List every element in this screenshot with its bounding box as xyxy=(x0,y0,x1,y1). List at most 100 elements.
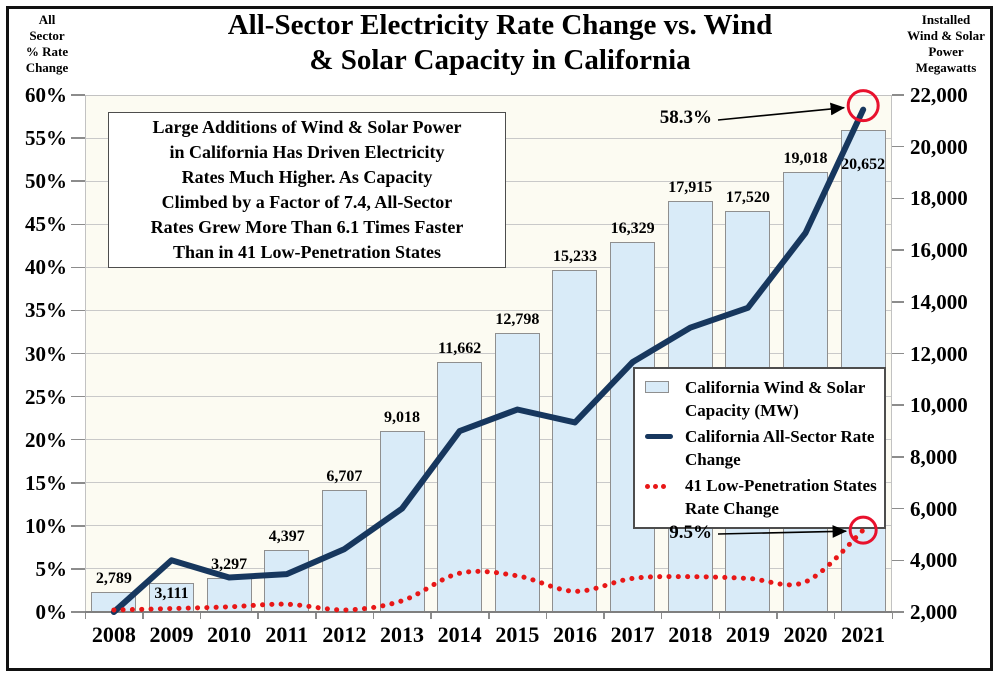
note-box: Large Additions of Wind & Solar Power in… xyxy=(108,112,506,268)
annotation-dotted-end: 9.5% xyxy=(669,522,712,543)
rate-change-line xyxy=(110,106,867,615)
bar-value-label: 20,652 xyxy=(841,155,886,173)
left-tick xyxy=(71,94,85,96)
left-tick xyxy=(71,568,85,570)
right-tick-label: 16,000 xyxy=(910,238,968,263)
left-tick-label: 35% xyxy=(25,298,67,323)
gridline xyxy=(86,525,891,527)
bar-value-label: 11,662 xyxy=(438,340,482,358)
left-tick xyxy=(71,438,85,441)
x-label-2008: 2008 xyxy=(91,622,136,647)
right-tick xyxy=(892,559,904,562)
left-tick xyxy=(71,309,85,312)
highlight-circle-95 xyxy=(848,515,878,545)
legend-item-dotted-line: 41 Low-Penetration States Rate Change xyxy=(645,474,878,520)
x-label-2018: 2018 xyxy=(668,622,713,647)
left-tick-label: 30% xyxy=(25,341,67,366)
left-tick xyxy=(71,137,85,139)
x-tick xyxy=(315,613,317,619)
arrow-58 xyxy=(717,102,845,121)
gridline xyxy=(86,439,891,441)
dots-swatch-icon xyxy=(645,474,685,520)
x-label-2013: 2013 xyxy=(380,622,425,647)
x-label-2019: 2019 xyxy=(725,622,770,647)
right-tick xyxy=(892,94,904,96)
right-tick xyxy=(892,301,904,303)
right-tick-label: 4,000 xyxy=(910,548,958,573)
bar-value-label: 2,789 xyxy=(95,569,132,587)
legend-item-capacity: California Wind & Solar Capacity (MW) xyxy=(645,376,878,422)
right-tick-label: 6,000 xyxy=(910,496,958,521)
left-tick-label: 15% xyxy=(25,470,67,495)
legend-label: 41 Low-Penetration States Rate Change xyxy=(685,476,877,518)
x-tick xyxy=(372,613,375,619)
low-penetration-dotted-line xyxy=(111,527,866,613)
right-tick-label: 18,000 xyxy=(910,186,968,211)
right-tick xyxy=(892,197,904,200)
x-label-2017: 2017 xyxy=(610,622,655,647)
right-tick xyxy=(892,404,904,406)
bar-value-label: 19,018 xyxy=(783,150,828,168)
bar-value-label: 17,915 xyxy=(668,178,713,196)
left-tick xyxy=(71,525,85,527)
x-tick xyxy=(430,613,432,619)
bar-value-label: 4,397 xyxy=(268,528,305,546)
gridline xyxy=(86,396,891,398)
left-tick-label: 5% xyxy=(35,556,68,581)
right-tick-label: 12,000 xyxy=(910,341,968,366)
left-tick xyxy=(71,611,85,613)
x-axis-line xyxy=(85,611,893,613)
x-label-2016: 2016 xyxy=(552,622,597,647)
gridline xyxy=(86,353,891,354)
gridline xyxy=(86,568,891,570)
left-axis-title: All Sector % Rate Change xyxy=(25,12,69,75)
left-tick-label: 10% xyxy=(25,513,67,538)
x-tick xyxy=(718,613,721,619)
arrow-95 xyxy=(717,525,847,538)
legend-item-rate-line: California All-Sector Rate Change xyxy=(645,425,878,471)
bar-value-label: 16,329 xyxy=(610,219,655,237)
left-tick-label: 45% xyxy=(25,212,67,237)
x-label-2014: 2014 xyxy=(437,622,482,647)
right-axis-title: Installed Wind & Solar Power Megawatts xyxy=(907,12,985,75)
chart-title: All-Sector Electricity Rate Change vs. W… xyxy=(227,9,773,76)
x-tick xyxy=(545,613,548,619)
left-tick xyxy=(71,482,85,484)
bar-value-label: 3,297 xyxy=(211,556,248,574)
right-tick-label: 22,000 xyxy=(910,83,968,107)
x-tick xyxy=(776,613,778,619)
left-tick-label: 20% xyxy=(25,427,67,452)
right-tick xyxy=(892,145,904,148)
bar-2014 xyxy=(437,362,483,612)
right-tick xyxy=(892,249,904,251)
highlight-circle-58 xyxy=(846,89,880,123)
right-tick xyxy=(892,352,904,355)
x-label-2010: 2010 xyxy=(207,622,252,647)
bar-swatch-icon xyxy=(645,376,685,422)
right-tick xyxy=(892,507,904,510)
right-tick xyxy=(892,611,904,613)
x-tick xyxy=(891,613,893,619)
left-tick xyxy=(71,352,85,355)
line-swatch-icon xyxy=(645,425,685,471)
bar-value-label: 3,111 xyxy=(154,585,189,603)
left-tick-label: 60% xyxy=(25,83,67,107)
legend-label: California Wind & Solar Capacity (MW) xyxy=(685,378,865,420)
x-tick xyxy=(84,613,86,619)
left-tick xyxy=(71,223,85,225)
right-tick-label: 20,000 xyxy=(910,134,968,159)
bar-value-label: 15,233 xyxy=(552,247,597,265)
legend-label: California All-Sector Rate Change xyxy=(685,427,875,469)
x-label-2009: 2009 xyxy=(149,622,194,647)
left-tick xyxy=(71,395,85,398)
x-tick xyxy=(488,613,490,619)
bar-value-label: 6,707 xyxy=(326,468,363,486)
x-tick xyxy=(257,613,259,619)
right-tick xyxy=(892,456,904,458)
bar-value-label: 12,798 xyxy=(495,310,540,328)
left-tick-label: 25% xyxy=(25,384,67,409)
bar-2011 xyxy=(264,550,310,612)
bar-value-label: 17,520 xyxy=(725,188,770,206)
